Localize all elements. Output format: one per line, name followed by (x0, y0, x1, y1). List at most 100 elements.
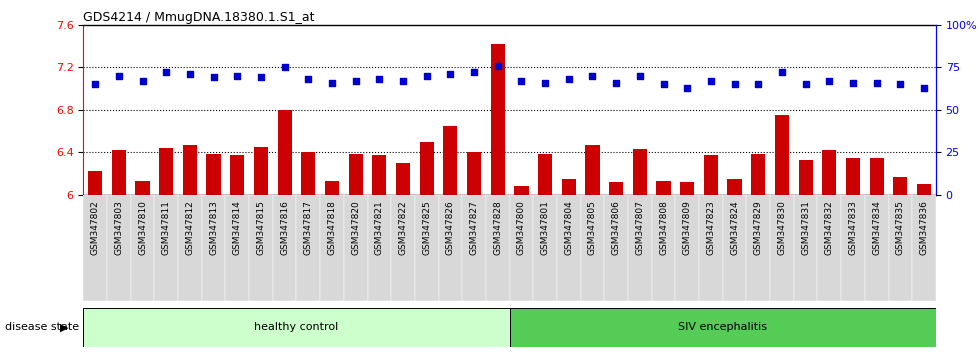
Bar (391, 195, 415, 301)
Point (443, 71, 459, 77)
Text: GSM347822: GSM347822 (399, 200, 408, 255)
Text: GSM347811: GSM347811 (162, 200, 171, 255)
Point (916, 85, 932, 91)
Text: GSM347823: GSM347823 (707, 200, 715, 255)
Text: healthy control: healthy control (255, 322, 338, 332)
Bar (533, 195, 557, 301)
Bar (486, 195, 510, 301)
Bar (202, 195, 225, 301)
Bar (675, 195, 699, 301)
Point (679, 85, 695, 91)
Point (845, 80, 860, 85)
Bar (225, 195, 249, 301)
Bar (699, 195, 722, 301)
Point (514, 78, 529, 84)
Bar (770, 195, 794, 301)
Text: GSM347818: GSM347818 (327, 200, 336, 255)
Bar (419, 142, 434, 195)
Bar (349, 154, 363, 195)
Text: GSM347821: GSM347821 (374, 200, 384, 255)
Bar (747, 195, 770, 301)
Text: GSM347816: GSM347816 (280, 200, 289, 255)
Bar (320, 195, 344, 301)
Point (371, 76, 387, 82)
Bar (680, 182, 694, 195)
Text: GSM347830: GSM347830 (777, 200, 787, 255)
Bar (562, 179, 576, 195)
Bar (514, 186, 528, 195)
Point (585, 73, 601, 79)
Text: GSM347824: GSM347824 (730, 200, 739, 255)
Text: GSM347800: GSM347800 (516, 200, 526, 255)
Text: ▶: ▶ (60, 322, 69, 332)
Text: disease state: disease state (5, 322, 79, 332)
Point (703, 78, 718, 84)
Point (111, 73, 126, 79)
Point (253, 75, 269, 80)
Text: GSM347825: GSM347825 (422, 200, 431, 255)
Bar (372, 155, 386, 195)
Point (418, 73, 434, 79)
Point (490, 63, 506, 68)
Bar (155, 195, 178, 301)
Bar (159, 148, 173, 195)
FancyBboxPatch shape (83, 308, 510, 347)
Bar (466, 152, 481, 195)
Text: GSM347802: GSM347802 (90, 200, 100, 255)
Text: GSM347808: GSM347808 (659, 200, 668, 255)
Text: GSM347829: GSM347829 (754, 200, 762, 255)
Bar (841, 195, 865, 301)
Bar (88, 171, 102, 195)
Bar (510, 195, 533, 301)
Bar (178, 195, 202, 301)
Text: GSM347804: GSM347804 (564, 200, 573, 255)
Bar (254, 147, 269, 195)
Bar (538, 154, 553, 195)
Bar (869, 158, 884, 195)
Bar (704, 155, 718, 195)
FancyBboxPatch shape (510, 308, 936, 347)
Point (134, 78, 150, 84)
Text: SIV encephalitis: SIV encephalitis (678, 322, 767, 332)
Text: GSM347836: GSM347836 (919, 200, 929, 255)
Bar (628, 195, 652, 301)
Bar (775, 115, 789, 195)
Bar (799, 160, 812, 195)
Bar (557, 195, 580, 301)
Text: GSM347801: GSM347801 (541, 200, 550, 255)
Text: GSM347807: GSM347807 (635, 200, 645, 255)
Bar (605, 195, 628, 301)
Text: GSM347834: GSM347834 (872, 200, 881, 255)
Point (893, 81, 908, 87)
Text: GSM347814: GSM347814 (232, 200, 242, 255)
Bar (652, 195, 675, 301)
Text: GSM347833: GSM347833 (849, 200, 858, 255)
Bar (912, 195, 936, 301)
Text: GSM347832: GSM347832 (825, 200, 834, 255)
Bar (112, 150, 125, 195)
Text: GSM347812: GSM347812 (185, 200, 194, 255)
Bar (277, 110, 292, 195)
Point (348, 78, 364, 84)
Point (869, 80, 885, 85)
Bar (633, 149, 647, 195)
Point (301, 76, 317, 82)
Bar (344, 195, 368, 301)
Bar (657, 181, 670, 195)
Point (656, 81, 671, 87)
Point (751, 81, 766, 87)
Text: GSM347805: GSM347805 (588, 200, 597, 255)
Bar (917, 184, 931, 195)
Bar (463, 195, 486, 301)
Bar (723, 195, 747, 301)
Text: GSM347809: GSM347809 (683, 200, 692, 255)
Bar (794, 195, 817, 301)
Text: GSM347831: GSM347831 (801, 200, 810, 255)
Bar (230, 155, 244, 195)
Text: GSM347827: GSM347827 (469, 200, 478, 255)
Point (537, 80, 553, 85)
Bar (846, 158, 860, 195)
Bar (894, 177, 907, 195)
Bar (491, 44, 505, 195)
Point (727, 81, 743, 87)
